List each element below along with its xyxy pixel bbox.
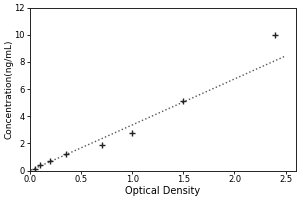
Y-axis label: Concentration(ng/mL): Concentration(ng/mL) — [4, 39, 13, 139]
X-axis label: Optical Density: Optical Density — [125, 186, 200, 196]
